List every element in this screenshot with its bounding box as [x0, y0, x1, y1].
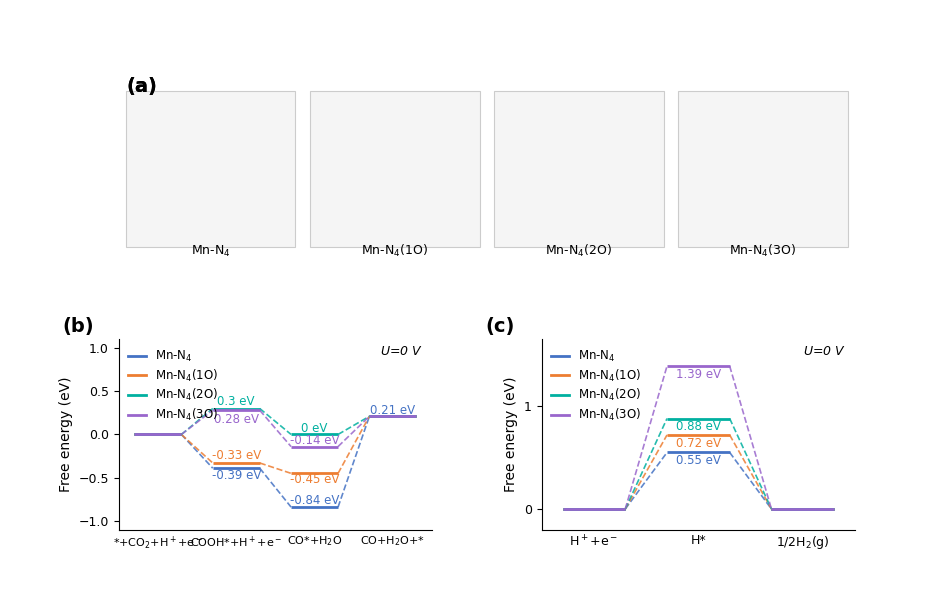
FancyBboxPatch shape	[310, 92, 480, 247]
Legend: Mn-N$_4$, Mn-N$_4$(1O), Mn-N$_4$(2O), Mn-N$_4$(3O): Mn-N$_4$, Mn-N$_4$(1O), Mn-N$_4$(2O), Mn…	[124, 345, 222, 427]
FancyBboxPatch shape	[126, 92, 295, 247]
Text: -0.14 eV: -0.14 eV	[290, 434, 339, 447]
Text: -0.33 eV: -0.33 eV	[212, 449, 261, 462]
Text: 0.28 eV: 0.28 eV	[214, 414, 258, 426]
Y-axis label: Free energy (eV): Free energy (eV)	[59, 377, 73, 492]
Legend: Mn-N$_4$, Mn-N$_4$(1O), Mn-N$_4$(2O), Mn-N$_4$(3O): Mn-N$_4$, Mn-N$_4$(1O), Mn-N$_4$(2O), Mn…	[547, 345, 645, 427]
Text: 0 eV: 0 eV	[301, 422, 328, 435]
Text: 0.3 eV: 0.3 eV	[218, 395, 255, 408]
Text: (c): (c)	[485, 317, 515, 336]
Text: Mn-N$_4$: Mn-N$_4$	[191, 244, 231, 259]
Text: Mn-N$_4$(3O): Mn-N$_4$(3O)	[730, 243, 796, 259]
Text: 0.88 eV: 0.88 eV	[675, 420, 721, 433]
Text: $U$=0 V: $U$=0 V	[380, 345, 423, 358]
Text: $U$=0 V: $U$=0 V	[803, 345, 846, 358]
Text: 1.39 eV: 1.39 eV	[675, 368, 721, 381]
FancyBboxPatch shape	[494, 92, 663, 247]
Text: (a): (a)	[126, 77, 157, 96]
Text: -0.45 eV: -0.45 eV	[290, 473, 339, 486]
Text: -0.39 eV: -0.39 eV	[212, 469, 261, 481]
Text: 0.21 eV: 0.21 eV	[370, 404, 415, 416]
Text: (b): (b)	[63, 317, 94, 336]
Text: -0.84 eV: -0.84 eV	[290, 494, 339, 507]
FancyBboxPatch shape	[678, 92, 847, 247]
Text: (a): (a)	[126, 77, 157, 96]
Text: Mn-N$_4$(1O): Mn-N$_4$(1O)	[361, 243, 428, 259]
Text: 0.55 eV: 0.55 eV	[675, 454, 721, 467]
Text: Mn-N$_4$(2O): Mn-N$_4$(2O)	[545, 243, 613, 259]
Y-axis label: Free energy (eV): Free energy (eV)	[504, 377, 519, 492]
Text: 0.72 eV: 0.72 eV	[675, 437, 721, 450]
